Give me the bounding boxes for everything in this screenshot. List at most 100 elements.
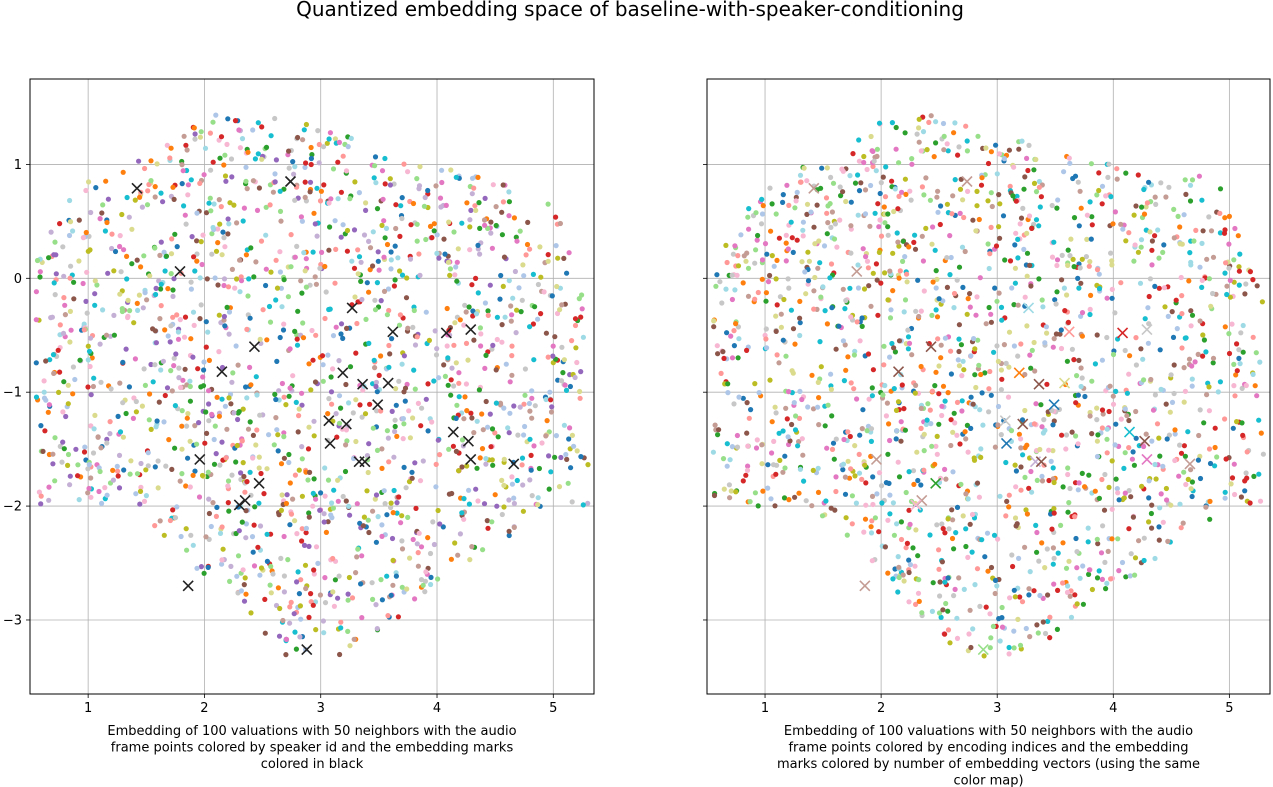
frame-point <box>227 578 233 585</box>
frame-point <box>982 554 988 560</box>
frame-point <box>200 232 206 238</box>
frame-point <box>795 443 801 449</box>
frame-point <box>561 422 568 428</box>
frame-point <box>939 521 945 527</box>
frame-point <box>133 398 139 405</box>
frame-point <box>425 381 431 387</box>
frame-point <box>220 229 226 235</box>
frame-point <box>311 418 317 424</box>
frame-point <box>535 495 541 501</box>
frame-point <box>337 651 343 658</box>
frame-point <box>1011 164 1017 170</box>
frame-point <box>1094 267 1101 273</box>
frame-point <box>1156 435 1162 441</box>
frame-point <box>141 498 148 504</box>
frame-point <box>1112 209 1118 215</box>
frame-point <box>1086 571 1092 578</box>
frame-point <box>1155 227 1161 233</box>
frame-point <box>414 238 420 244</box>
frame-point <box>906 557 912 563</box>
frame-point <box>181 334 188 340</box>
frame-point <box>731 401 737 407</box>
frame-point <box>923 175 929 181</box>
frame-point <box>970 401 976 407</box>
frame-point <box>355 271 361 277</box>
frame-point <box>478 343 484 349</box>
frame-point <box>1099 201 1105 207</box>
frame-point <box>905 346 912 352</box>
frame-point <box>992 577 999 584</box>
frame-point <box>84 269 90 275</box>
frame-point <box>126 384 132 390</box>
frame-point <box>245 426 252 432</box>
frame-point <box>188 279 194 285</box>
frame-point <box>179 423 185 429</box>
frame-point <box>374 280 380 286</box>
embedding-mark <box>359 456 371 468</box>
frame-point <box>307 469 313 475</box>
frame-point <box>63 413 69 420</box>
frame-point <box>482 300 488 306</box>
frame-point <box>303 525 309 532</box>
frame-point <box>1031 167 1037 173</box>
frame-point <box>805 278 812 284</box>
frame-point <box>555 377 561 383</box>
frame-point <box>578 314 584 320</box>
frame-point <box>188 532 194 538</box>
frame-point <box>338 321 345 327</box>
frame-point <box>938 614 944 621</box>
frame-point <box>366 238 372 244</box>
frame-point <box>303 121 309 128</box>
frame-point <box>1121 465 1127 471</box>
frame-point <box>152 184 158 190</box>
frame-point <box>423 396 429 402</box>
frame-point <box>89 355 95 361</box>
frame-point <box>485 308 491 314</box>
frame-point <box>509 343 515 349</box>
frame-point <box>927 197 934 203</box>
frame-point <box>387 176 393 182</box>
frame-point <box>235 362 241 368</box>
frame-point <box>822 308 828 314</box>
frame-point <box>536 465 543 472</box>
frame-point <box>848 250 854 256</box>
x-tick-label: 2 <box>200 701 208 716</box>
frame-point <box>187 484 193 490</box>
frame-point <box>1250 371 1256 377</box>
frame-point <box>312 379 319 385</box>
frame-point <box>1079 375 1085 381</box>
frame-point <box>861 286 868 292</box>
frame-point <box>956 264 963 270</box>
frame-point <box>809 372 815 378</box>
frame-point <box>197 180 203 186</box>
frame-point <box>1188 467 1194 473</box>
frame-point <box>467 247 473 253</box>
frame-point <box>474 418 480 424</box>
frame-point <box>285 294 291 300</box>
frame-point <box>975 337 981 343</box>
frame-point <box>860 246 866 252</box>
frame-point <box>521 432 527 438</box>
frame-point <box>225 231 231 237</box>
x-tick-label: 3 <box>993 701 1001 716</box>
frame-point <box>291 611 297 617</box>
frame-point <box>999 624 1006 630</box>
frame-point <box>522 366 529 372</box>
frame-point <box>894 521 900 527</box>
frame-point <box>352 179 358 185</box>
frame-point <box>421 203 427 209</box>
frame-point <box>572 374 578 381</box>
frame-point <box>1073 400 1079 406</box>
frame-point <box>954 615 960 621</box>
frame-point <box>217 221 223 227</box>
frame-point <box>1082 484 1088 490</box>
frame-point <box>717 279 723 285</box>
frame-point <box>296 467 302 473</box>
frame-point <box>1100 411 1106 417</box>
frame-point <box>793 413 799 419</box>
frame-point <box>411 307 417 314</box>
frame-point <box>920 129 927 135</box>
frame-point <box>1016 431 1023 437</box>
frame-point <box>254 427 260 433</box>
frame-point <box>87 247 93 253</box>
